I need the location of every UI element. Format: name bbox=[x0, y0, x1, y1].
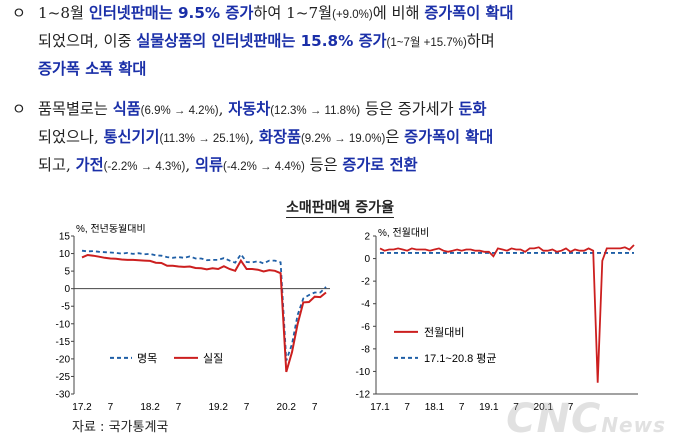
paragraph-2-line-2: 되었으나, 통신기기(11.3% → 25.1%), 화장품(9.2% → 19… bbox=[38, 128, 494, 146]
watermark-logo: CNCNews bbox=[506, 396, 666, 442]
paragraph-2-line-1: 품목별로는 식품(6.9% → 4.2%), 자동차(12.3% → 11.8%… bbox=[38, 100, 487, 118]
x-tick-label: 7 bbox=[176, 402, 182, 413]
x-tick-label: 7 bbox=[513, 402, 519, 413]
x-tick-label: 20.1 bbox=[534, 402, 554, 413]
y-tick-label: -5 bbox=[61, 302, 70, 313]
unit-label: %, 전년동월대비 bbox=[76, 224, 146, 235]
legend-label-nominal: 명목 bbox=[137, 352, 157, 365]
bullet-mark: ㅇ bbox=[12, 100, 26, 118]
paragraph-1: ㅇ 1~8월 인터넷판매는 9.5% 증가하여 1~7월(+9.0%)에 비해 … bbox=[12, 0, 668, 82]
series-line-nominal bbox=[81, 249, 327, 361]
y-tick-label: -10 bbox=[56, 319, 71, 330]
x-tick-label: 7 bbox=[312, 402, 318, 413]
paragraph-1-line-3: 증가폭 소폭 확대 bbox=[38, 60, 147, 78]
paragraph-1-line-2: 되었으며, 이중 실물상품의 인터넷판매는 15.8% 증가(1~7월 +15.… bbox=[38, 32, 495, 50]
y-tick-label: 15 bbox=[59, 232, 71, 243]
y-tick-label: -10 bbox=[356, 367, 371, 378]
x-tick-label: 7 bbox=[404, 402, 410, 413]
y-tick-label: -20 bbox=[56, 354, 71, 365]
x-tick-label: 19.2 bbox=[208, 402, 228, 413]
x-tick-label: 19.1 bbox=[479, 402, 499, 413]
y-tick-label: -12 bbox=[356, 390, 371, 401]
x-tick-label: 7 bbox=[568, 402, 574, 413]
x-tick-label: 7 bbox=[108, 402, 114, 413]
paragraph-1-line-1: 1~8월 인터넷판매는 9.5% 증가하여 1~7월(+9.0%)에 비해 증가… bbox=[38, 4, 514, 22]
y-tick-label: -8 bbox=[361, 344, 370, 355]
x-tick-label: 7 bbox=[244, 402, 250, 413]
x-tick-label: 18.1 bbox=[425, 402, 445, 413]
legend-label-real: 실질 bbox=[203, 352, 223, 365]
bullet-mark: ㅇ bbox=[12, 4, 26, 22]
source-note: 자료 : 국가통계국 bbox=[72, 420, 169, 435]
series-line-mom bbox=[379, 244, 635, 383]
y-tick-label: 5 bbox=[64, 267, 70, 278]
legend-label-mom: 전월대비 bbox=[424, 326, 464, 339]
y-tick-label: -25 bbox=[56, 372, 71, 383]
series-line-real bbox=[81, 253, 327, 373]
x-tick-label: 20.2 bbox=[277, 402, 297, 413]
legend-label-average: 17.1~20.8 평균 bbox=[424, 352, 497, 365]
paragraph-2: ㅇ 품목별로는 식품(6.9% → 4.2%), 자동차(12.3% → 11.… bbox=[12, 96, 668, 180]
y-tick-label: 10 bbox=[59, 249, 71, 260]
unit-label: %, 전월대비 bbox=[378, 227, 429, 239]
y-tick-label: -4 bbox=[361, 299, 370, 310]
y-tick-label: -2 bbox=[361, 277, 370, 288]
y-tick-label: -30 bbox=[56, 390, 71, 401]
x-tick-label: 17.1 bbox=[370, 402, 390, 413]
x-tick-label: 7 bbox=[459, 402, 465, 413]
paragraph-2-line-3: 되고, 가전(-2.2% → 4.3%), 의류(-4.2% → 4.4%) 등… bbox=[38, 156, 418, 174]
y-tick-label: -6 bbox=[361, 322, 370, 333]
x-tick-label: 18.2 bbox=[140, 402, 160, 413]
chart-title: 소매판매액 증가율 bbox=[286, 200, 394, 218]
y-tick-label: -15 bbox=[56, 337, 71, 348]
y-tick-label: 0 bbox=[364, 254, 370, 265]
x-tick-label: 17.2 bbox=[72, 402, 92, 413]
y-tick-label: 0 bbox=[64, 284, 70, 295]
y-tick-label: 2 bbox=[364, 232, 370, 243]
